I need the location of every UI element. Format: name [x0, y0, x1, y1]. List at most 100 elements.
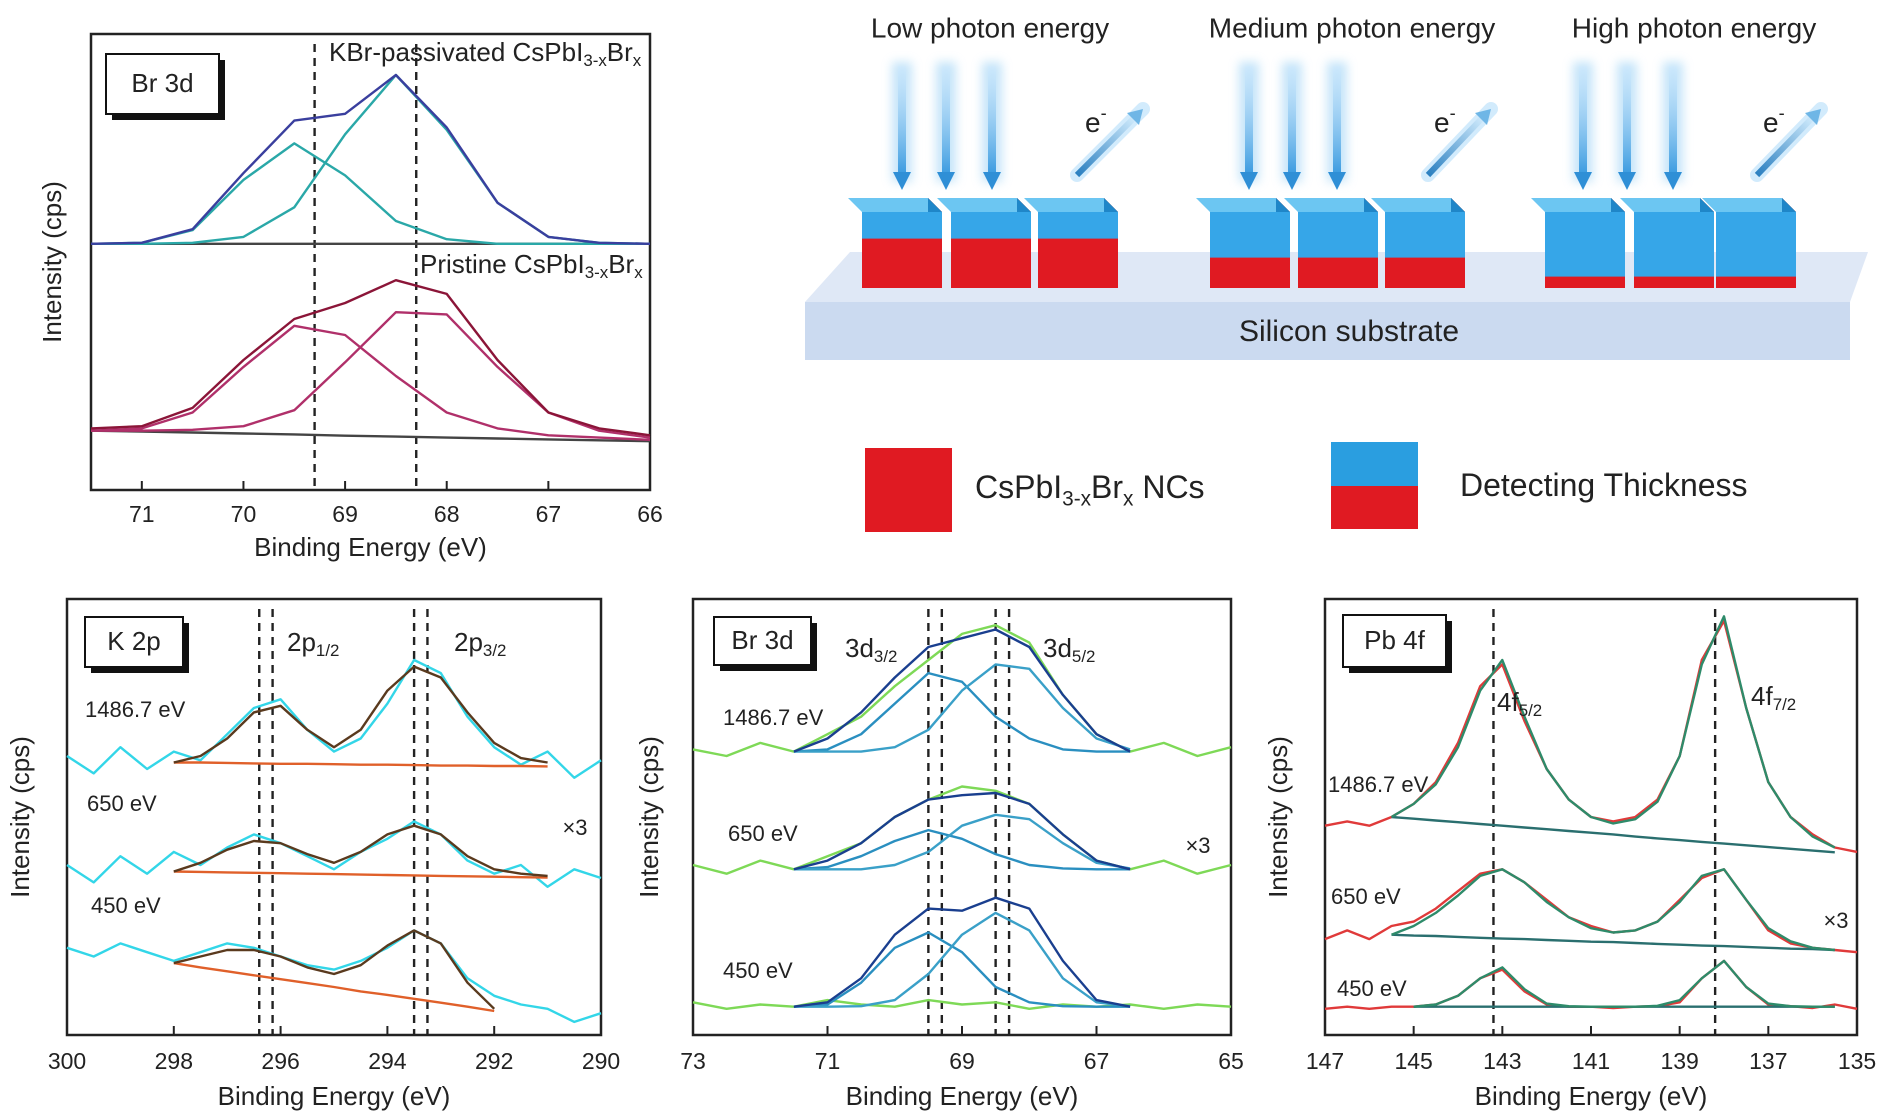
text-run: 3-x — [583, 51, 607, 70]
beam-head — [1664, 172, 1682, 190]
x-tick-label: 135 — [1838, 1048, 1876, 1074]
spectrum-label: 650 eV — [87, 791, 157, 816]
electron-head — [1475, 109, 1491, 125]
beam-head — [983, 172, 1001, 190]
spectrum-line — [793, 931, 1131, 1008]
annotation: KBr-passivated CsPbI3-xBrx — [329, 37, 642, 70]
beam-head — [1618, 172, 1636, 190]
energy-title: Medium photon energy — [1209, 12, 1495, 43]
scale-note: ×3 — [1185, 833, 1210, 858]
text-run: 5/2 — [1519, 701, 1542, 720]
y-axis-title: Intensity (cps) — [634, 736, 664, 898]
annotation: 4f7/2 — [1751, 681, 1796, 714]
beam-head — [1574, 172, 1592, 190]
x-tick-label: 137 — [1749, 1048, 1787, 1074]
text-run: 5/2 — [1072, 647, 1095, 666]
x-tick-label: 139 — [1660, 1048, 1698, 1074]
x-axis-title: Binding Energy (eV) — [254, 532, 487, 562]
cube-top — [1024, 198, 1118, 212]
spectrum-line — [692, 998, 1232, 1010]
cube-top — [1620, 198, 1714, 212]
text-run: Br — [607, 37, 633, 67]
legend-swatch — [1331, 442, 1418, 486]
cube-top — [1284, 198, 1378, 212]
spectrum-line — [173, 824, 548, 878]
spectrum-line — [66, 820, 602, 888]
text-run: 3d — [845, 633, 874, 663]
text-run: - — [1450, 103, 1456, 123]
beam-head — [937, 172, 955, 190]
text-run: x — [1123, 487, 1134, 510]
text-run: 7/2 — [1773, 695, 1796, 714]
text-run: e — [1763, 107, 1779, 138]
substrate-label: Silicon substrate — [1239, 315, 1459, 348]
electron-head — [1805, 109, 1821, 125]
spectrum-label: 450 eV — [723, 958, 793, 983]
spectrum-line — [90, 73, 651, 245]
y-axis-title: Intensity (cps) — [5, 736, 35, 898]
spectrum-line — [173, 665, 548, 764]
electron-head — [1127, 109, 1143, 125]
text-run: 3-x — [585, 263, 609, 282]
beam — [1288, 66, 1296, 174]
xps-panel: 71 70 69 68 67 66 Br 3d Binding Energy (eV) Inte… — [37, 32, 663, 562]
cube-top — [937, 198, 1031, 212]
panel-label: Br 3d — [131, 68, 193, 98]
spectrum-line — [692, 624, 1232, 758]
y-axis-title: Intensity (cps) — [37, 181, 67, 343]
spectrum-line — [793, 911, 1131, 1008]
text-run: NCs — [1133, 469, 1204, 505]
beam — [942, 66, 950, 174]
panel-label-box — [84, 616, 184, 668]
beam — [1669, 66, 1677, 174]
text-run: Br — [608, 249, 634, 279]
beam — [988, 66, 996, 174]
spectrum-line — [173, 870, 548, 879]
text-run: CsPbI — [975, 469, 1062, 505]
xps-panel: 147 145 143 141 139 137 135 Pb 4f 1486.7 eV 650 e… — [1263, 597, 1876, 1111]
spectrum-label: 1486.7 eV — [85, 697, 186, 722]
text-run: 3d — [1043, 633, 1072, 663]
x-tick-label: 68 — [434, 501, 460, 527]
spectrum-line — [793, 791, 1131, 871]
annotation: 3d3/2 — [845, 633, 897, 666]
x-tick-label: 69 — [949, 1048, 975, 1074]
x-tick-label: 65 — [1218, 1048, 1244, 1074]
legend-label: CsPbI3-xBrx NCs — [975, 469, 1205, 510]
spectrum-line — [1324, 868, 1858, 954]
text-run: 2p — [287, 627, 316, 657]
panel-label-box — [105, 53, 220, 115]
text-run: 2p — [454, 627, 483, 657]
cube-top — [1371, 198, 1465, 212]
spectrum-line — [1390, 615, 1836, 849]
spectrum-line — [66, 929, 602, 1024]
legend-swatch — [865, 448, 952, 532]
x-tick-label: 67 — [536, 501, 562, 527]
xps-panel: 73 71 69 67 65 Br 3d 1486.7 eV 650 eV 450 eV ×3 Bi… — [634, 597, 1244, 1111]
panel-label: Br 3d — [731, 625, 793, 655]
schematic: Silicon substrate Low photon energy Medi… — [805, 12, 1868, 532]
electron-path — [1754, 112, 1818, 178]
x-tick-label: 147 — [1306, 1048, 1344, 1074]
cube-front-blue — [951, 212, 1031, 239]
spectrum-line — [793, 896, 1131, 1008]
beam — [1579, 66, 1587, 174]
spectrum-line — [793, 828, 1131, 871]
cube-front-blue — [862, 212, 942, 239]
energy-title: High photon energy — [1572, 12, 1816, 43]
spectrum-line — [793, 663, 1131, 753]
x-tick-label: 298 — [155, 1048, 193, 1074]
cube-top — [1702, 198, 1796, 212]
cube-top — [1531, 198, 1625, 212]
cube-front-blue — [1716, 212, 1796, 277]
x-tick-label: 294 — [368, 1048, 407, 1074]
electron-path — [1425, 112, 1488, 178]
beam-head — [893, 172, 911, 190]
panel-label-box — [1342, 614, 1447, 668]
x-tick-label: 145 — [1394, 1048, 1432, 1074]
x-tick-label: 73 — [680, 1048, 706, 1074]
spectrum-label: 450 eV — [91, 893, 161, 918]
electron-label: e- — [1763, 103, 1785, 139]
substrate-front — [805, 302, 1850, 360]
